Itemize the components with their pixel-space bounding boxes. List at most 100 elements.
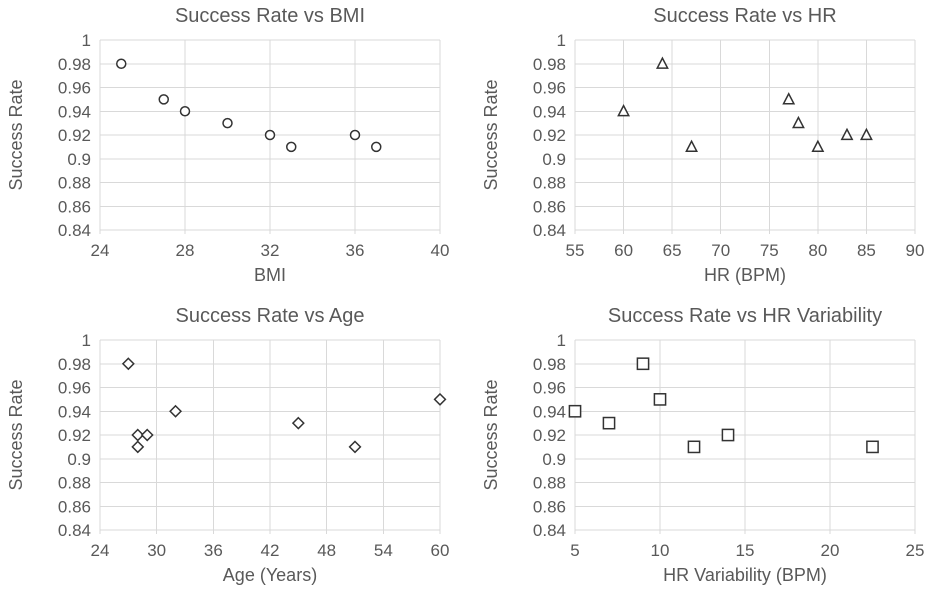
y-tick-label: 0.96	[58, 79, 91, 98]
data-point-marker	[291, 416, 305, 430]
chart-success-vs-hr: 1 0.98 0.96 0.94 0.92 0.9 0.88 0.86 0.84 55 60 65 70…	[475, 0, 949, 300]
data-point-marker	[131, 440, 145, 454]
data-point-marker	[371, 141, 382, 153]
data-point-marker	[568, 404, 582, 418]
y-tick-label: 0.84	[58, 221, 91, 240]
y-tick-label: 1	[82, 331, 91, 350]
y-tick-label: 1	[557, 31, 566, 50]
data-point-marker	[655, 56, 669, 69]
y-tick-label: 0.92	[533, 426, 566, 445]
data-point-marker	[169, 404, 183, 418]
chart-title: Success Rate vs BMI	[174, 5, 366, 27]
y-tick-label: 0.96	[533, 379, 566, 398]
y-tick-label: 0.88	[58, 174, 91, 193]
x-axis-title: Age (Years)	[222, 565, 318, 585]
y-tick-label: 0.92	[58, 426, 91, 445]
data-point-marker	[811, 139, 825, 153]
x-tick-label: 75	[760, 241, 779, 260]
y-axis-title: Success Rate	[481, 379, 501, 491]
y-tick-label: 0.9	[67, 150, 91, 169]
x-tick-label: 24	[91, 241, 110, 260]
x-tick-label: 90	[906, 241, 925, 260]
y-tick-label: 0.98	[533, 355, 566, 374]
x-axis-title: HR Variability (BPM)	[663, 565, 827, 585]
data-point-marker	[348, 440, 362, 454]
y-tick-label: 1	[557, 331, 566, 350]
data-point-marker	[685, 139, 699, 153]
data-point-marker	[636, 357, 650, 371]
data-point-marker	[286, 141, 297, 153]
y-tick-label: 0.96	[533, 79, 566, 98]
data-point-marker	[617, 104, 631, 117]
chart-title: Success Rate vs Age	[175, 305, 365, 327]
x-tick-label: 24	[91, 541, 110, 560]
x-tick-label: 54	[374, 541, 393, 560]
data-point-marker	[602, 416, 616, 430]
data-point-marker	[791, 115, 805, 129]
x-tick-label: 15	[736, 541, 755, 560]
y-tick-label: 0.88	[533, 474, 566, 493]
y-tick-label: 1	[82, 31, 91, 50]
y-tick-label: 0.84	[58, 521, 91, 540]
x-tick-label: 70	[711, 241, 730, 260]
y-tick-label: 0.94	[533, 102, 566, 121]
data-point-marker	[721, 428, 735, 442]
x-tick-label: 36	[204, 541, 223, 560]
x-tick-label: 48	[317, 541, 336, 560]
y-tick-label: 0.92	[58, 126, 91, 145]
chart-success-vs-age: 1 0.98 0.96 0.94 0.92 0.9 0.88 0.86 0.84 24 30 36 42…	[0, 300, 475, 599]
y-tick-label: 0.88	[533, 174, 566, 193]
x-tick-label: 10	[651, 541, 670, 560]
x-tick-label: 80	[808, 241, 827, 260]
chart-success-vs-bmi: 1 0.98 0.96 0.94 0.92 0.9 0.88 0.86 0.84 24 28 32 36…	[0, 0, 475, 300]
data-point-marker	[264, 129, 276, 141]
y-tick-label: 0.92	[533, 126, 566, 145]
x-tick-label: 85	[857, 241, 876, 260]
data-point-marker	[687, 440, 701, 454]
y-tick-label: 0.94	[58, 402, 91, 421]
y-tick-label: 0.86	[533, 497, 566, 516]
x-tick-label: 36	[346, 241, 365, 260]
y-tick-label: 0.9	[67, 450, 91, 469]
y-tick-label: 0.86	[58, 497, 91, 516]
x-tick-label: 42	[261, 541, 280, 560]
x-tick-label: 60	[431, 541, 450, 560]
y-axis-title: Success Rate	[6, 379, 26, 491]
chart-title: Success Rate vs HR	[653, 5, 837, 27]
x-tick-label: 65	[663, 241, 682, 260]
x-tick-label: 32	[261, 241, 280, 260]
y-axis-title: Success Rate	[481, 79, 501, 191]
data-point-marker	[840, 127, 854, 141]
data-point-marker	[349, 129, 361, 141]
data-point-marker	[131, 428, 145, 442]
y-tick-label: 0.84	[533, 221, 566, 240]
x-tick-label: 30	[147, 541, 166, 560]
data-point-marker	[222, 117, 233, 129]
y-tick-label: 0.98	[58, 355, 91, 374]
data-point-marker	[782, 92, 796, 105]
y-tick-label: 0.86	[58, 197, 91, 216]
y-tick-label: 0.98	[58, 55, 91, 74]
data-point-marker	[866, 440, 879, 454]
y-tick-label: 0.98	[533, 55, 566, 74]
x-tick-label: 60	[614, 241, 633, 260]
chart-success-vs-hr-variability: 1 0.98 0.96 0.94 0.92 0.9 0.88 0.86 0.84 5 10 15 20 2…	[475, 300, 949, 599]
y-tick-label: 0.94	[533, 402, 566, 421]
x-tick-label: 55	[566, 241, 585, 260]
x-axis-title: BMI	[253, 265, 286, 285]
x-tick-label: 28	[176, 241, 195, 260]
data-point-marker	[859, 127, 873, 141]
x-axis-title: HR (BPM)	[704, 265, 786, 285]
data-point-marker	[116, 58, 127, 69]
data-point-marker	[179, 106, 191, 117]
chart-title: Success Rate vs HR Variability	[607, 305, 883, 327]
y-tick-label: 0.84	[533, 521, 566, 540]
x-tick-label: 25	[906, 541, 925, 560]
y-tick-label: 0.88	[58, 474, 91, 493]
y-tick-label: 0.94	[58, 102, 91, 121]
data-point-marker	[653, 393, 667, 406]
